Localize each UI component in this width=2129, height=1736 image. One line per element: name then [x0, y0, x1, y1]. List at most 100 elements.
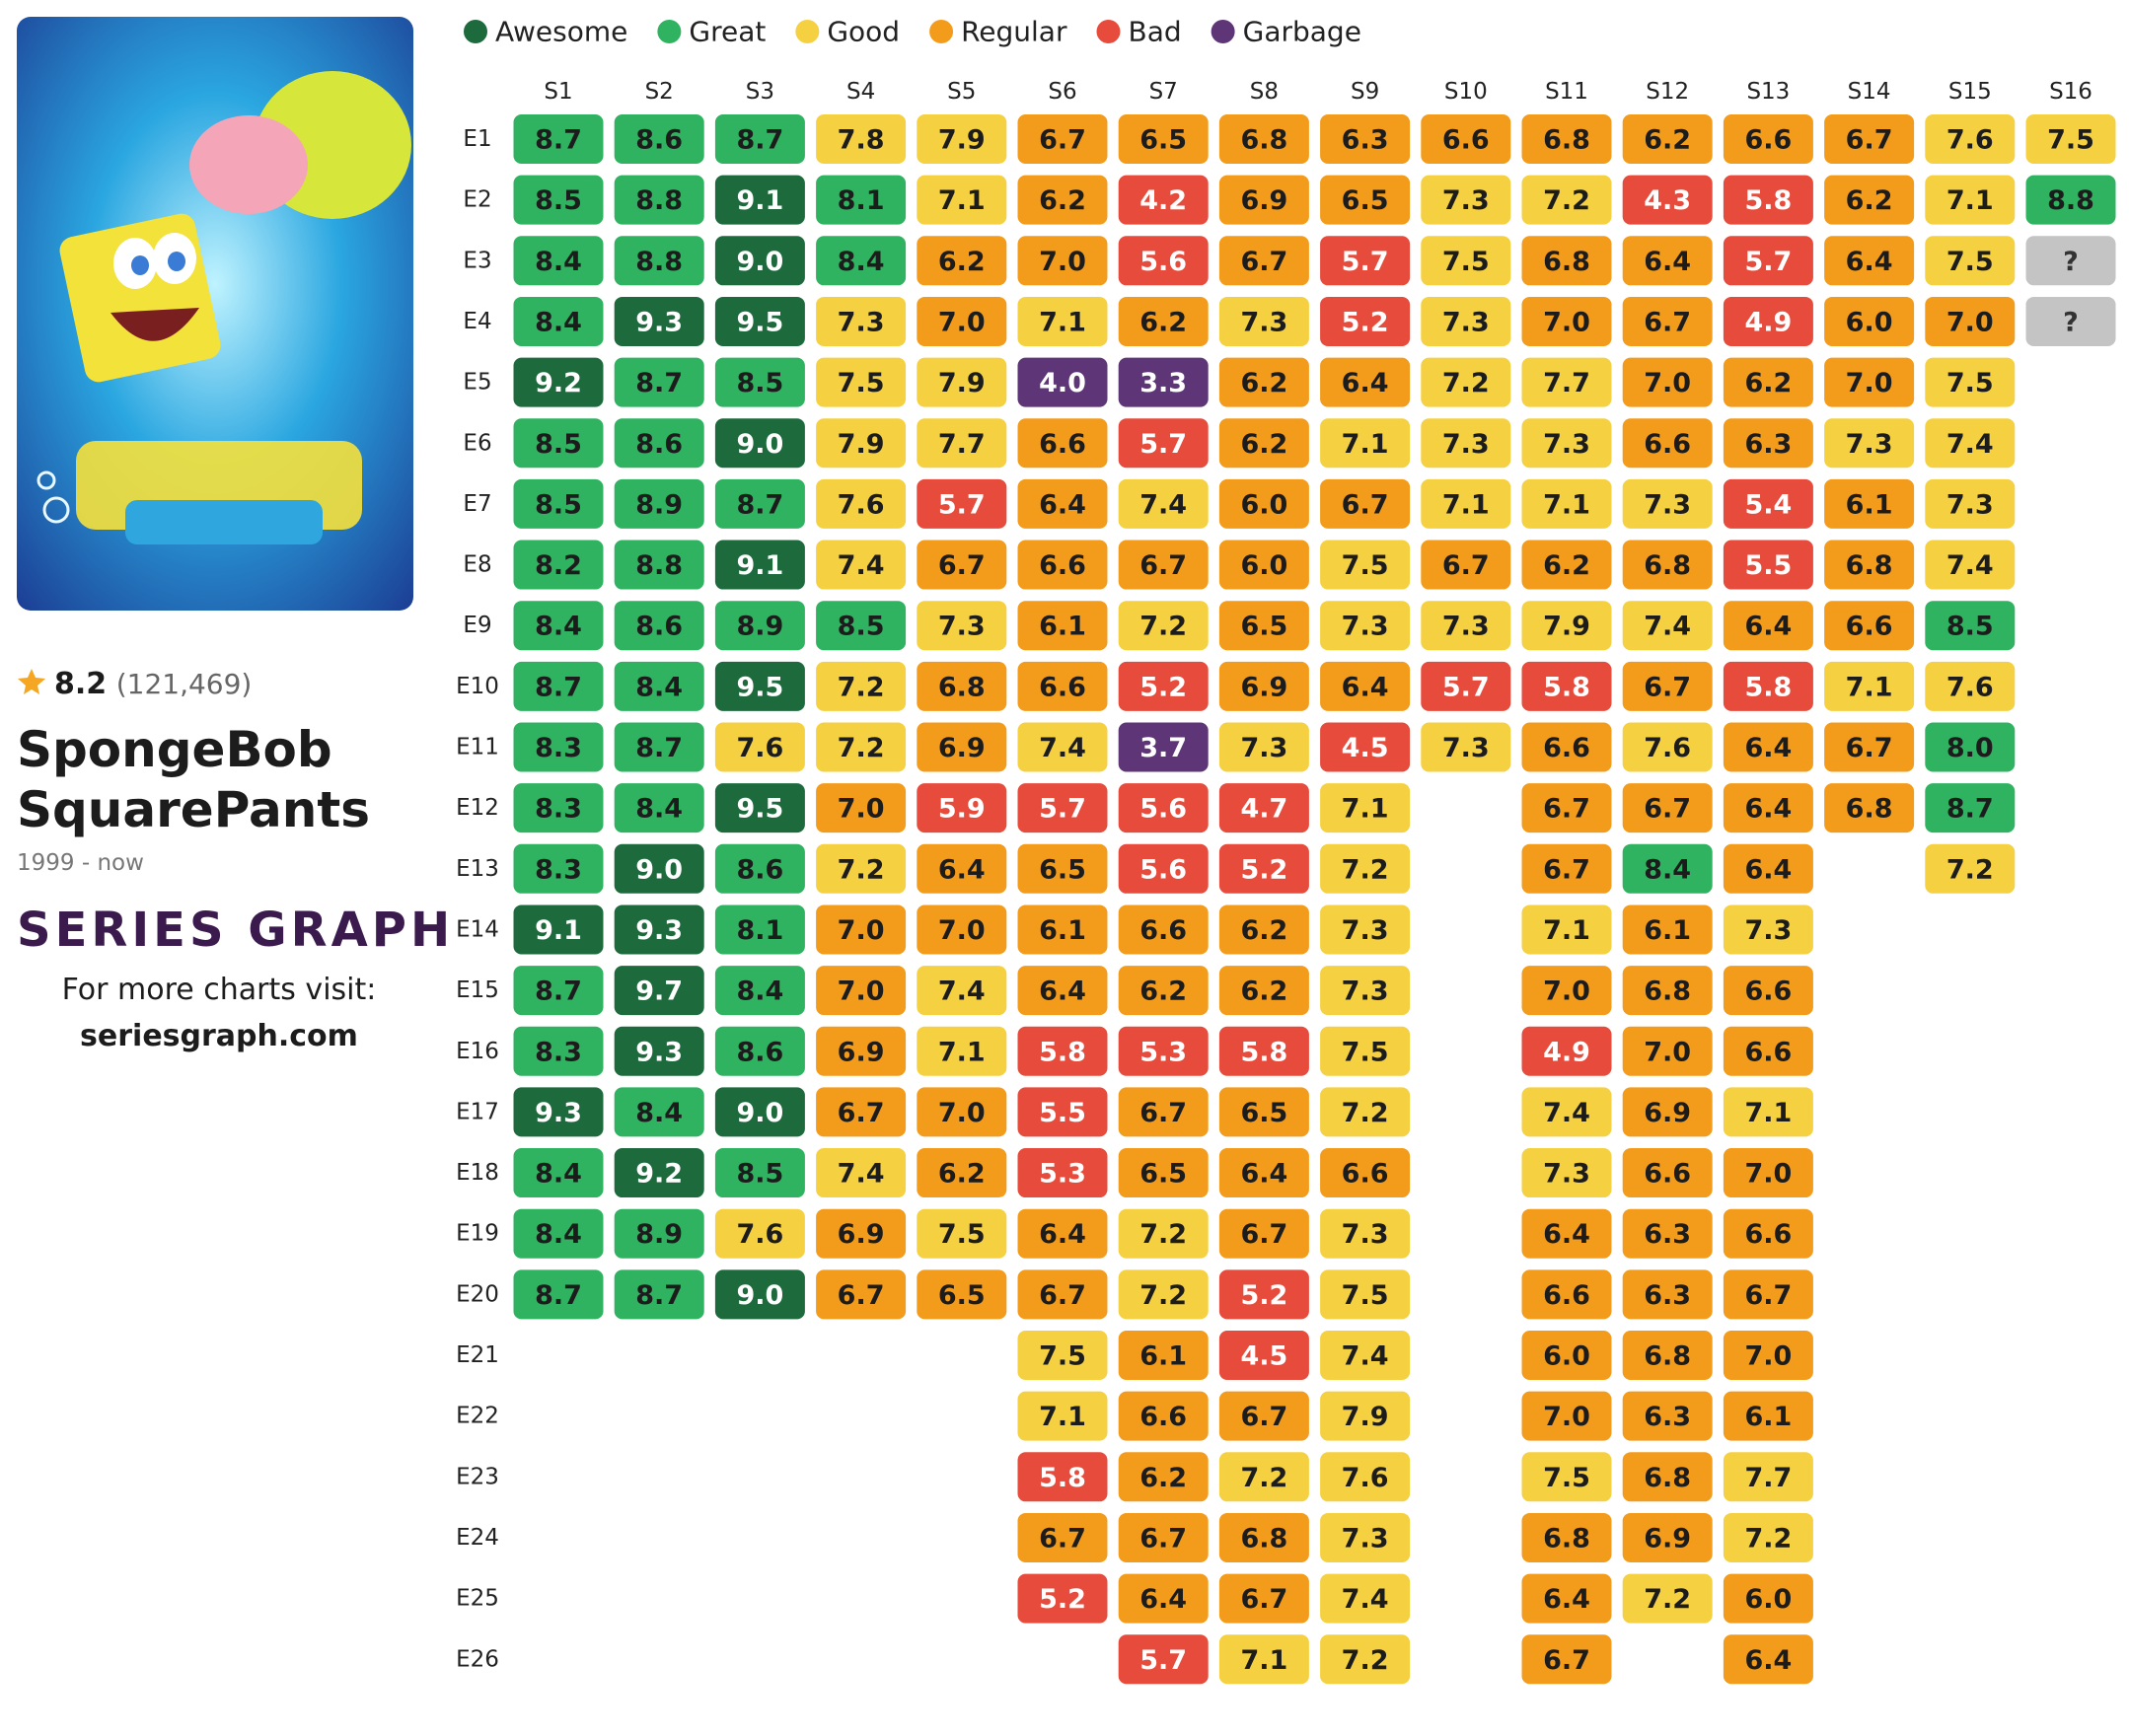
cell-label: 7.1: [1442, 489, 1490, 520]
cell-label: 6.8: [1240, 1523, 1287, 1554]
rating-cell: [1320, 1634, 1411, 1685]
rating-cell: [1017, 1391, 1108, 1441]
cell-label: 8.9: [736, 612, 783, 642]
rating-cell: [1622, 114, 1713, 164]
rating-cell: [614, 478, 704, 529]
cell-label: 6.2: [1846, 185, 1893, 216]
site-link[interactable]: seriesgraph.com: [80, 1019, 358, 1053]
cell-label: 7.5: [1342, 550, 1389, 581]
cell-label: 6.2: [1139, 1463, 1187, 1493]
rating-cell: [1017, 1331, 1108, 1380]
cell-label: 7.5: [938, 1219, 986, 1250]
rating-cell: [513, 904, 604, 955]
season-label: S13: [1746, 79, 1790, 105]
rating-cell: [1017, 1573, 1108, 1624]
cell-label: 7.2: [1139, 1280, 1187, 1311]
rating-cell: [614, 783, 704, 833]
cell-label: 8.8: [635, 550, 683, 581]
cell-label: 6.7: [1139, 1523, 1187, 1554]
rating-cell: [714, 357, 805, 407]
cell-label: 7.3: [838, 307, 885, 337]
rating-cell: [513, 1026, 604, 1076]
legend-label: Garbage: [1243, 16, 1361, 48]
cell-label: 8.3: [535, 794, 582, 825]
cell-label: 5.3: [1039, 1159, 1086, 1190]
rating-cell: [614, 1208, 704, 1259]
rating-cell: [1723, 540, 1813, 590]
rating-cell: [816, 114, 907, 164]
rating-cell: [917, 1087, 1007, 1137]
cell-label: 7.3: [1442, 733, 1490, 763]
rating-cell: [1017, 1148, 1108, 1198]
rating-cell: [614, 966, 704, 1016]
cell-label: 6.4: [1744, 733, 1792, 763]
cell-label: 7.4: [838, 550, 885, 581]
season-label: S9: [1351, 79, 1379, 105]
cell-label: 5.8: [1744, 672, 1792, 702]
season-label: S11: [1545, 79, 1588, 105]
rating-cell: [614, 418, 704, 469]
cell-label: 6.4: [1342, 368, 1389, 398]
season-label: S2: [645, 79, 674, 105]
cell-label: 6.6: [1039, 429, 1086, 460]
cell-label: 9.7: [635, 976, 683, 1007]
brand-logo: SERIES GRAPH: [17, 903, 455, 958]
rating-cell: [816, 357, 907, 407]
episode-label: E21: [456, 1342, 499, 1368]
rating-cell: [1925, 722, 2016, 772]
rating-cell: [1723, 1331, 1813, 1380]
rating-cell: [714, 966, 805, 1016]
cell-label: 6.7: [1240, 247, 1287, 277]
rating-cell: [614, 1087, 704, 1137]
episode-label: E17: [456, 1099, 499, 1124]
cell-label: 5.8: [1240, 1037, 1287, 1067]
cell-label: 6.4: [1744, 1645, 1792, 1676]
rating-cell: [1622, 1391, 1713, 1441]
rating-cell: [1320, 236, 1411, 286]
cell-label: 7.2: [838, 733, 885, 763]
episode-label: E6: [463, 430, 491, 456]
rating-cell: [1521, 783, 1612, 833]
cell-label: 7.2: [1543, 185, 1590, 216]
rating-cell: [1723, 1391, 1813, 1441]
rating-cell: [1320, 843, 1411, 894]
rating-cell: [1017, 722, 1108, 772]
rating-cell: [1017, 418, 1108, 469]
cell-label: 5.6: [1139, 247, 1187, 277]
cell-label: 8.1: [736, 915, 783, 946]
rating-cell: [513, 540, 604, 590]
rating-cell: [1622, 1087, 1713, 1137]
rating-cell: [513, 1087, 604, 1137]
rating-cell: [513, 175, 604, 225]
rating-cell: [2025, 114, 2116, 164]
cell-label: 7.4: [838, 1159, 885, 1190]
cell-label: 8.4: [535, 247, 582, 277]
rating-cell: [714, 1148, 805, 1198]
rating-cell: [1320, 722, 1411, 772]
cell-label: 5.7: [1139, 1645, 1187, 1676]
rating-cell: [1824, 236, 1915, 286]
rating-cell: [1218, 296, 1309, 346]
rating-cell: [1320, 1452, 1411, 1502]
cell-label: 7.3: [1342, 612, 1389, 642]
rating-cell: [1521, 661, 1612, 711]
cell-label: 9.5: [736, 307, 783, 337]
cell-label: 9.3: [635, 915, 683, 946]
rating-cell: [1118, 783, 1209, 833]
cell-label: 8.9: [635, 1219, 683, 1250]
cell-label: 6.4: [1644, 247, 1691, 277]
episode-label: E13: [456, 856, 499, 882]
rating-cell: [1118, 114, 1209, 164]
cell-label: 8.7: [535, 976, 582, 1007]
rating-cell: [513, 601, 604, 651]
rating-cell: [1723, 1634, 1813, 1685]
cell-label: 4.5: [1342, 733, 1389, 763]
rating-cell: [614, 1148, 704, 1198]
rating-cell: [1320, 175, 1411, 225]
cell-label: 7.0: [838, 794, 885, 825]
cell-label: 5.5: [1039, 1098, 1086, 1128]
rating-cell: [513, 418, 604, 469]
rating-cell: [1622, 601, 1713, 651]
rating-cell: [1521, 236, 1612, 286]
